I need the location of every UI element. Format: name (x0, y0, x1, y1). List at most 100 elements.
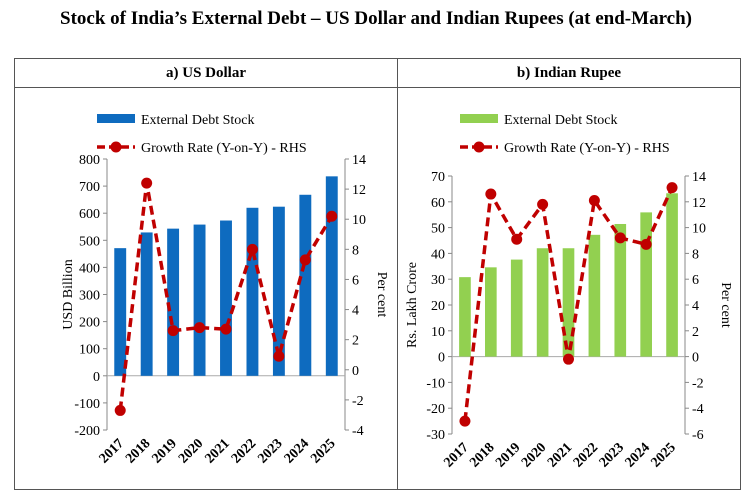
legend-bar-label: External Debt Stock (141, 113, 255, 128)
right-tick-label: 12 (692, 196, 706, 211)
bar-2018 (485, 267, 497, 357)
right-tick-label: 2 (352, 334, 359, 349)
right-tick-label: 10 (352, 213, 366, 228)
bar-2023 (614, 223, 627, 357)
right-tick-label: 14 (692, 170, 706, 185)
left-tick-label: -200 (74, 424, 100, 439)
bar-2019 (167, 228, 180, 376)
right-tick-label: -6 (692, 428, 704, 443)
bar-2021 (220, 220, 232, 376)
category-label: 2019 (493, 440, 523, 470)
right-tick-label: 14 (352, 153, 366, 168)
bar-2023 (272, 206, 285, 376)
growth-point-2025 (326, 210, 338, 222)
category-label: 2021 (545, 440, 575, 470)
right-tick-label: -2 (352, 394, 364, 409)
bar-2019 (510, 259, 523, 357)
legend-line-label: Growth Rate (Y-on-Y) - RHS (504, 141, 670, 156)
category-label: 2023 (255, 436, 285, 466)
left-tick-label: -100 (74, 397, 100, 412)
growth-point-2024 (640, 238, 652, 250)
panel-a-title: a) US Dollar (15, 58, 397, 88)
bar-2024 (640, 212, 652, 357)
left-tick-label: 500 (79, 234, 100, 249)
category-label: 2025 (308, 436, 338, 466)
growth-point-2018 (485, 188, 497, 200)
growth-point-2023 (614, 232, 626, 244)
left-tick-label: 300 (79, 289, 100, 304)
legend-bar-label: External Debt Stock (504, 113, 618, 128)
category-label: 2023 (597, 440, 627, 470)
figure-frame (14, 58, 741, 490)
right-tick-label: 6 (352, 273, 359, 288)
right-tick-label: -2 (692, 376, 704, 391)
legend-bar-swatch (460, 114, 498, 123)
right-tick-label: 0 (352, 364, 359, 379)
growth-point-2022 (246, 243, 258, 255)
category-label: 2022 (229, 436, 259, 466)
category-label: 2020 (176, 436, 206, 466)
growth-point-2021 (563, 353, 574, 365)
y-axis-label: USD Billion (61, 259, 76, 329)
left-tick-label: 200 (79, 316, 100, 331)
left-tick-label: 0 (438, 351, 445, 366)
bar-2021 (562, 248, 575, 357)
category-label: 2024 (282, 436, 312, 466)
growth-point-2021 (220, 323, 232, 335)
left-tick-label: 60 (431, 196, 445, 211)
category-label: 2020 (519, 440, 549, 470)
panel-divider (397, 58, 398, 490)
category-label: 2017 (97, 436, 127, 466)
left-tick-label: -30 (426, 428, 445, 443)
y2-axis-label: Per cent (374, 272, 389, 318)
bar-2017 (114, 248, 127, 376)
right-tick-label: -4 (352, 424, 364, 439)
left-tick-label: 40 (431, 247, 445, 262)
right-tick-label: 4 (352, 304, 359, 319)
left-tick-label: 400 (79, 261, 100, 276)
panel-b-title: b) Indian Rupee (398, 58, 740, 88)
figure-title: Stock of India’s External Debt – US Doll… (60, 8, 692, 29)
growth-point-2017 (459, 415, 471, 427)
left-tick-label: 0 (93, 370, 100, 385)
growth-rate-line (118, 182, 334, 411)
bar-2025 (325, 176, 338, 376)
bar-2020 (193, 224, 206, 376)
right-tick-label: 10 (692, 222, 706, 237)
right-tick-label: 8 (692, 247, 699, 262)
bar-2017 (459, 277, 471, 357)
bar-2022 (246, 207, 259, 376)
left-tick-label: 800 (79, 153, 100, 168)
bar-2024 (299, 194, 312, 376)
legend-line-marker (473, 141, 485, 153)
bar-2020 (536, 248, 549, 357)
left-tick-label: 10 (431, 325, 445, 340)
left-tick-label: 600 (79, 207, 100, 222)
growth-point-2019 (511, 233, 523, 245)
right-tick-label: 8 (352, 243, 359, 258)
left-tick-label: -10 (426, 376, 445, 391)
legend-line-label: Growth Rate (Y-on-Y) - RHS (141, 141, 307, 156)
right-tick-label: 2 (692, 325, 699, 340)
left-tick-label: -20 (426, 402, 445, 417)
growth-point-2025 (666, 182, 678, 194)
right-tick-label: 6 (692, 273, 699, 288)
left-tick-label: 30 (431, 273, 445, 288)
category-label: 2025 (648, 440, 678, 470)
category-label: 2021 (202, 436, 232, 466)
growth-point-2023 (273, 350, 285, 362)
category-label: 2018 (467, 440, 497, 470)
legend-line-marker (110, 141, 122, 153)
right-tick-label: 0 (692, 351, 699, 366)
category-label: 2022 (571, 440, 601, 470)
right-tick-label: -4 (692, 402, 704, 417)
left-tick-label: 20 (431, 299, 445, 314)
left-tick-label: 100 (79, 343, 100, 358)
legend-bar-swatch (97, 114, 135, 123)
left-tick-label: 70 (431, 170, 445, 185)
growth-point-2018 (141, 177, 153, 189)
growth-point-2022 (588, 195, 600, 207)
growth-point-2020 (194, 322, 206, 334)
growth-point-2024 (299, 254, 311, 266)
